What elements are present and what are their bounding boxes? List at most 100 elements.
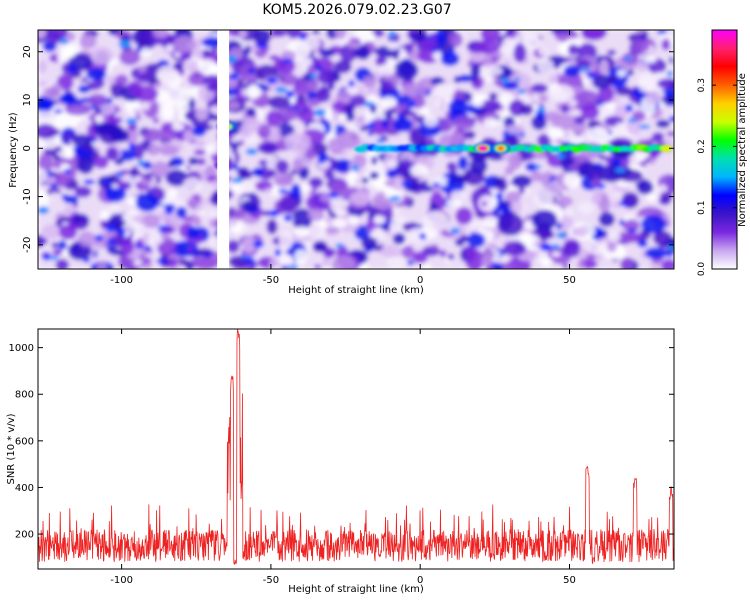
noise-blob — [581, 30, 608, 41]
noise-speckle — [495, 192, 504, 200]
noise-blob — [348, 215, 360, 226]
noise-blob — [354, 224, 371, 241]
y-tick-label: 200 — [15, 530, 34, 541]
noise-blob — [193, 149, 206, 156]
noise-blob — [576, 90, 600, 107]
noise-blob — [240, 200, 257, 212]
noise-blob — [265, 110, 282, 127]
noise-speckle — [388, 30, 396, 39]
noise-blob — [448, 98, 469, 116]
noise-blob — [350, 94, 367, 107]
noise-blob — [133, 258, 143, 267]
spectrogram-frame — [37, 29, 675, 270]
noise-blob — [530, 83, 548, 94]
noise-blob — [407, 82, 427, 100]
noise-blob — [440, 51, 460, 67]
noise-blob — [544, 111, 562, 122]
noise-blob — [196, 157, 206, 166]
noise-speckle — [275, 86, 288, 94]
noise-blob — [331, 110, 339, 120]
spectrogram-y-label: Frequency (Hz) — [8, 112, 19, 188]
noise-speckle — [103, 179, 111, 184]
snr-y-label: SNR (10 * v/v) — [6, 413, 17, 484]
noise-blob — [230, 217, 237, 227]
noise-blob — [661, 258, 674, 269]
colorbar: 0.0 0.1 0.2 0.3 Normalized spectral amplitu… — [697, 29, 748, 276]
noise-blob — [38, 189, 49, 210]
noise-blob — [38, 96, 55, 112]
noise-blob — [294, 226, 309, 238]
noise-speckle — [277, 189, 290, 194]
noise-blob — [248, 46, 259, 52]
noise-speckle — [125, 118, 138, 125]
noise-blob — [204, 251, 212, 258]
noise-blob — [386, 256, 407, 269]
snr-background — [38, 329, 674, 569]
noise-blob — [111, 117, 123, 124]
noise-blob — [334, 30, 347, 40]
noise-blob — [536, 58, 554, 74]
y-tick-label: 0 — [22, 145, 33, 151]
noise-speckle — [105, 224, 116, 233]
noise-blob — [324, 214, 333, 224]
colorbar-ticks: 0.0 0.1 0.2 0.3 — [697, 29, 738, 276]
noise-blob — [206, 83, 221, 92]
noise-blob — [530, 170, 543, 182]
noise-blob — [484, 244, 492, 250]
noise-blob — [150, 161, 170, 178]
noise-blob — [538, 94, 549, 103]
noise-speckle — [501, 77, 509, 84]
signal-peak — [491, 142, 510, 154]
noise-blob — [373, 215, 386, 225]
noise-blob — [57, 52, 66, 63]
x-tick-label: -50 — [263, 575, 279, 586]
noise-blob — [511, 174, 532, 188]
noise-speckle — [256, 42, 268, 49]
noise-blob — [433, 83, 456, 98]
noise-blob — [197, 58, 217, 72]
noise-blob — [107, 76, 118, 85]
noise-speckle — [252, 240, 265, 248]
noise-blob — [278, 197, 299, 212]
noise-blob — [99, 210, 110, 221]
noise-speckle — [54, 109, 63, 114]
colorbar-frame — [711, 29, 738, 270]
noise-blob — [422, 263, 432, 269]
noise-speckle — [228, 73, 239, 80]
noise-speckle — [266, 76, 278, 85]
noise-blob — [476, 39, 501, 54]
noise-blob — [295, 36, 321, 51]
noise-blob — [645, 193, 657, 202]
noise-blob — [636, 30, 646, 34]
noise-speckle — [367, 122, 377, 129]
noise-speckle — [419, 233, 427, 240]
noise-blob — [616, 85, 632, 97]
noise-blob — [390, 176, 405, 191]
noise-blob — [505, 165, 515, 176]
noise-blob — [547, 126, 565, 140]
noise-blob — [135, 193, 159, 212]
noise-blob — [560, 104, 570, 114]
noise-blob — [379, 245, 405, 258]
noise-speckle — [42, 253, 51, 261]
noise-blob — [107, 205, 121, 212]
noise-blob — [148, 231, 161, 244]
noise-speckle — [539, 243, 552, 252]
noise-blob — [276, 107, 300, 122]
noise-blob — [166, 44, 174, 50]
noise-blob — [279, 73, 298, 86]
noise-blob — [292, 158, 303, 173]
noise-blob — [106, 146, 119, 161]
noise-blob — [481, 200, 487, 207]
noise-blob — [562, 242, 581, 258]
noise-blob — [264, 187, 273, 194]
noise-speckle — [283, 214, 293, 222]
noise-blob — [447, 253, 455, 261]
noise-speckle — [579, 67, 590, 72]
noise-blob — [445, 198, 462, 208]
noise-blob — [193, 139, 206, 148]
noise-blob — [138, 65, 147, 74]
noise-blob — [656, 184, 668, 193]
noise-speckle — [231, 177, 243, 184]
noise-speckle — [115, 172, 124, 178]
